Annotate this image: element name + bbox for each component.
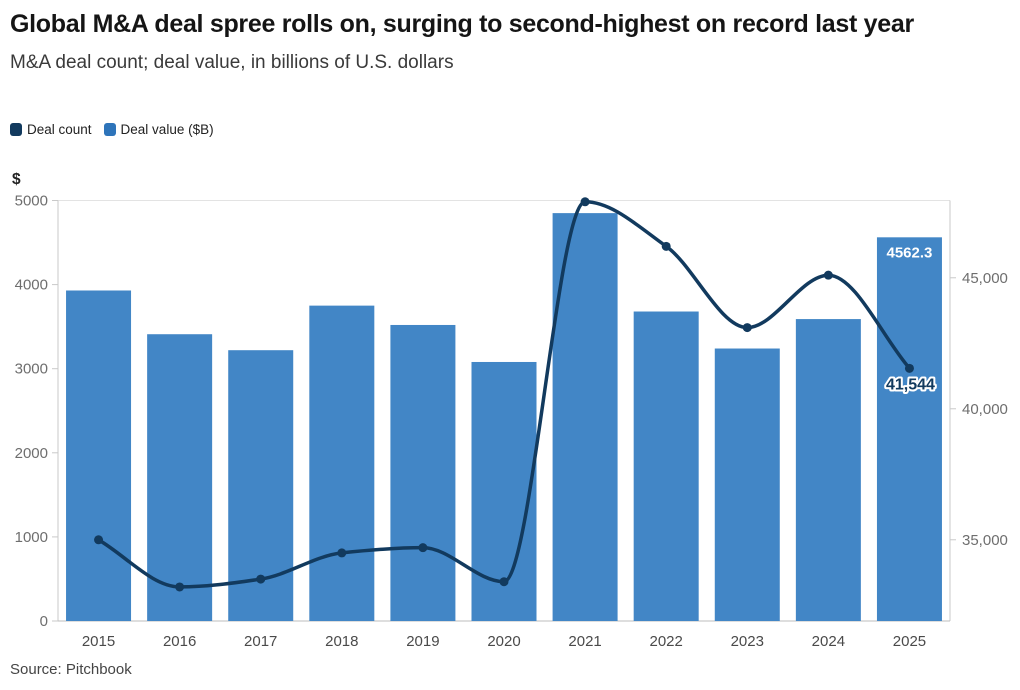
chart-subtitle: M&A deal count; deal value, in billions … xyxy=(10,51,454,73)
right-axis-tick-label: 45,000 xyxy=(962,270,1008,287)
bars-group xyxy=(66,213,942,622)
legend-item-deal-value: Deal value ($B) xyxy=(103,122,214,137)
left-axis-title: $ xyxy=(12,171,21,188)
x-tick-label-2020: 2020 xyxy=(487,633,520,650)
x-tick-label-2024: 2024 xyxy=(812,633,845,650)
x-tick-label-2016: 2016 xyxy=(163,633,196,650)
right-axis-tick-label: 40,000 xyxy=(962,401,1008,418)
left-axis-tick-label: 2000 xyxy=(15,445,48,462)
x-tick-label-2018: 2018 xyxy=(325,633,358,650)
x-tick-label-2023: 2023 xyxy=(731,633,764,650)
line-points-group xyxy=(94,197,914,592)
line-point-2022 xyxy=(661,241,671,251)
line-point-2015 xyxy=(94,535,104,545)
source-credit: Source: Pitchbook xyxy=(10,661,132,678)
legend-item-deal-count: Deal count xyxy=(10,122,92,137)
line-point-2017 xyxy=(256,574,266,584)
bar-2015 xyxy=(66,290,132,621)
bar-value-label: 4562.3 xyxy=(887,244,933,261)
line-point-2025 xyxy=(904,363,914,373)
legend-label-deal-count: Deal count xyxy=(27,122,92,137)
legend-swatch-deal-count xyxy=(10,123,22,136)
legend-swatch-deal-value xyxy=(103,123,116,136)
left-axis-tick-label: 1000 xyxy=(15,529,48,546)
line-point-2018 xyxy=(337,548,347,558)
line-value-label: 41,544 xyxy=(886,376,935,393)
right-axis-tick-label: 35,000 xyxy=(962,532,1008,549)
x-tick-label-2021: 2021 xyxy=(568,633,601,650)
x-tick-label-2015: 2015 xyxy=(82,633,115,650)
bar-2023 xyxy=(714,348,780,621)
x-tick-label-2025: 2025 xyxy=(893,633,926,650)
left-axis-tick-label: 3000 xyxy=(15,361,48,378)
left-axis-tick-label: 4000 xyxy=(15,277,48,294)
x-tick-label-2022: 2022 xyxy=(649,633,682,650)
line-point-2023 xyxy=(742,323,752,333)
line-point-2024 xyxy=(823,270,833,280)
left-axis-tick-label: 5000 xyxy=(15,193,48,210)
line-point-2019 xyxy=(418,543,428,553)
bar-2019 xyxy=(390,324,456,621)
x-tick-label-2017: 2017 xyxy=(244,633,277,650)
line-point-2020 xyxy=(499,577,509,587)
x-tick-label-2019: 2019 xyxy=(406,633,439,650)
bar-2021 xyxy=(552,213,618,622)
chart-title: Global M&A deal spree rolls on, surging … xyxy=(10,10,914,38)
chart-header: Global M&A deal spree rolls on, surging … xyxy=(10,8,1010,74)
line-point-2016 xyxy=(175,582,185,592)
bar-2025 xyxy=(876,237,942,621)
legend: Deal count Deal value ($B) xyxy=(10,122,214,137)
legend-label-deal-value: Deal value ($B) xyxy=(120,122,214,137)
bar-2024 xyxy=(795,319,861,621)
line-point-2021 xyxy=(580,197,590,207)
bar-2018 xyxy=(309,305,375,621)
bar-2016 xyxy=(147,334,213,621)
left-axis-tick-label: 0 xyxy=(40,613,48,630)
bar-2022 xyxy=(633,311,699,621)
